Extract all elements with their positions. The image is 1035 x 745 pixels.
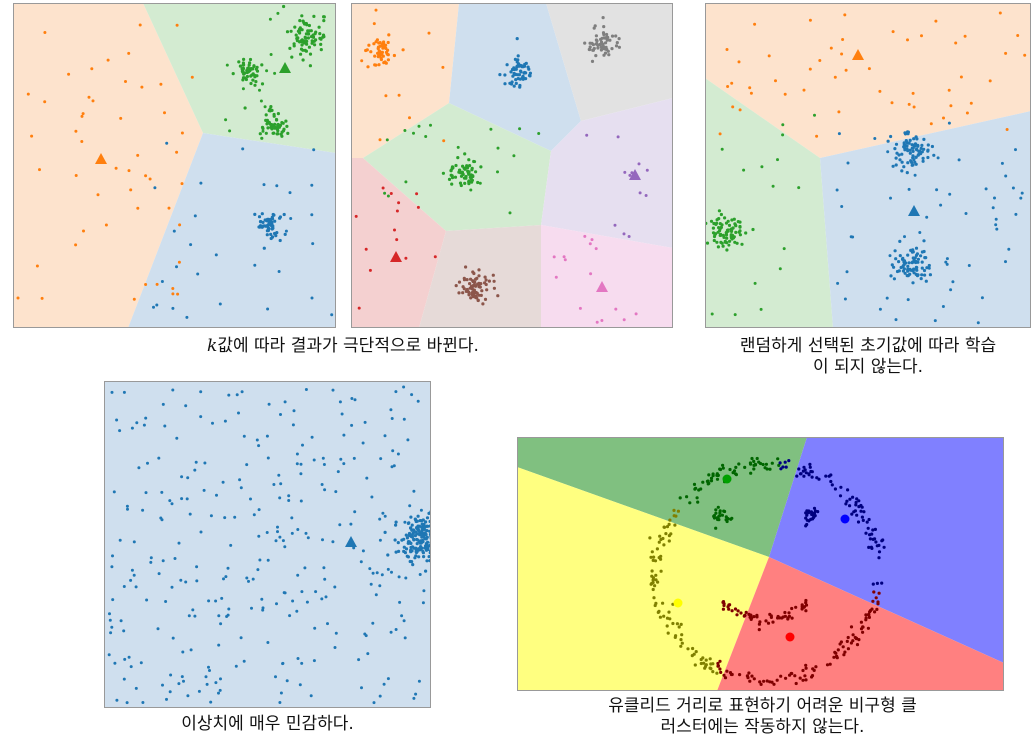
caption-initialization: 랜덤하게 선택된 초기값에 따라 학습 이 되지 않는다.: [700, 336, 1035, 378]
smiley-cluster-plot: [517, 437, 1004, 691]
outlier-points: [107, 385, 426, 705]
caption-non-spherical-line1: 유클리드 거리로 표현하기 어려운 비구형 클: [608, 696, 917, 716]
region-gray: [546, 3, 673, 121]
panel-k-too-large: [351, 3, 673, 328]
green-cluster: [441, 152, 483, 188]
voronoi-plot-bad-init: [705, 3, 1031, 328]
region-green: [143, 3, 336, 153]
region-green: [705, 78, 833, 328]
pink-centroid: [596, 281, 608, 292]
plot-frame: [517, 437, 1004, 691]
orange-cluster: [364, 33, 405, 69]
red-centroid: [785, 632, 795, 642]
region-red: [717, 557, 1004, 691]
orange-scatter: [360, 8, 446, 143]
caption-non-spherical: 유클리드 거리로 표현하기 어려운 비구형 클 러스터에는 작동하지 않는다.: [540, 696, 985, 738]
panel-k-too-small: [13, 3, 336, 328]
yellow-centroid: [673, 598, 683, 608]
region-blue: [769, 437, 1004, 663]
region-orange: [705, 3, 1031, 158]
region-orange: [13, 3, 203, 328]
region-blue: [128, 133, 336, 328]
panel-bad-init: [705, 3, 1031, 328]
orange-centroid: [95, 153, 107, 164]
caption-outlier-text: 이상치에 매우 민감하다.: [181, 714, 354, 734]
caption-initialization-line2: 이 되지 않는다.: [812, 357, 924, 377]
purple-scatter: [585, 133, 649, 238]
green-centroid: [722, 474, 732, 484]
red-centroid: [390, 251, 402, 262]
blue-centroid: [908, 205, 920, 216]
blue-cluster-a: [886, 130, 936, 175]
green-scatter-points: [224, 11, 280, 133]
green-scatter: [710, 113, 816, 317]
green-scatter: [383, 123, 541, 215]
blue-cluster-b: [889, 239, 932, 285]
panel-non-spherical: [517, 437, 1004, 691]
caption-k-sensitivity: k값에 따라 결과가 극단적으로 바뀐다.: [13, 336, 673, 357]
blue-cluster: [253, 212, 287, 250]
orange-points: [718, 11, 1027, 138]
region-green: [363, 103, 551, 231]
caption-non-spherical-line2: 러스터에는 작동하지 않는다.: [660, 717, 865, 737]
region-purple: [541, 98, 673, 248]
plot-frame: [705, 3, 1031, 328]
brown-cluster: [454, 265, 500, 306]
mouth-points: [721, 598, 809, 632]
green-centroid: [279, 62, 291, 73]
region-yellow: [517, 467, 769, 691]
caption-outlier: 이상치에 매우 민감하다.: [104, 714, 431, 735]
region-pink: [541, 225, 673, 328]
blue-scatter-points: [152, 141, 334, 319]
region-blue: [104, 381, 431, 708]
outlier-plot: [104, 381, 431, 708]
face-ring-points: [648, 456, 886, 686]
gray-cluster: [583, 16, 621, 64]
red-scatter: [354, 186, 437, 310]
plot-frame: [104, 381, 431, 708]
orange-points: [16, 23, 194, 301]
left-eye-points: [712, 505, 734, 530]
blue-centroid: [345, 536, 357, 547]
green-cluster-c: [243, 105, 290, 140]
blue-centroid: [840, 514, 850, 524]
region-blue: [820, 111, 1031, 328]
voronoi-plot-k3: [13, 3, 336, 328]
caption-initialization-line1: 랜덤하게 선택된 초기값에 따라 학습: [739, 336, 997, 356]
caption-k-text: 값에 따라 결과가 극단적으로 바뀐다.: [217, 336, 479, 356]
panel-outlier: [104, 381, 431, 708]
dense-cluster: [383, 510, 431, 573]
green-cluster-a: [231, 57, 265, 87]
voronoi-plot-k8: [351, 3, 673, 328]
region-blue: [449, 3, 581, 151]
purple-centroid: [629, 169, 641, 180]
blue-scatter: [835, 121, 1024, 325]
orange-centroid: [852, 49, 864, 60]
caption-k-variable: k: [207, 336, 218, 356]
green-cluster: [705, 209, 755, 252]
plot-frame: [351, 3, 673, 328]
plot-frame: [13, 3, 336, 328]
blue-cluster: [498, 37, 532, 89]
green-cluster-b: [282, 4, 326, 68]
right-eye-points: [804, 506, 820, 528]
region-red: [351, 158, 446, 328]
